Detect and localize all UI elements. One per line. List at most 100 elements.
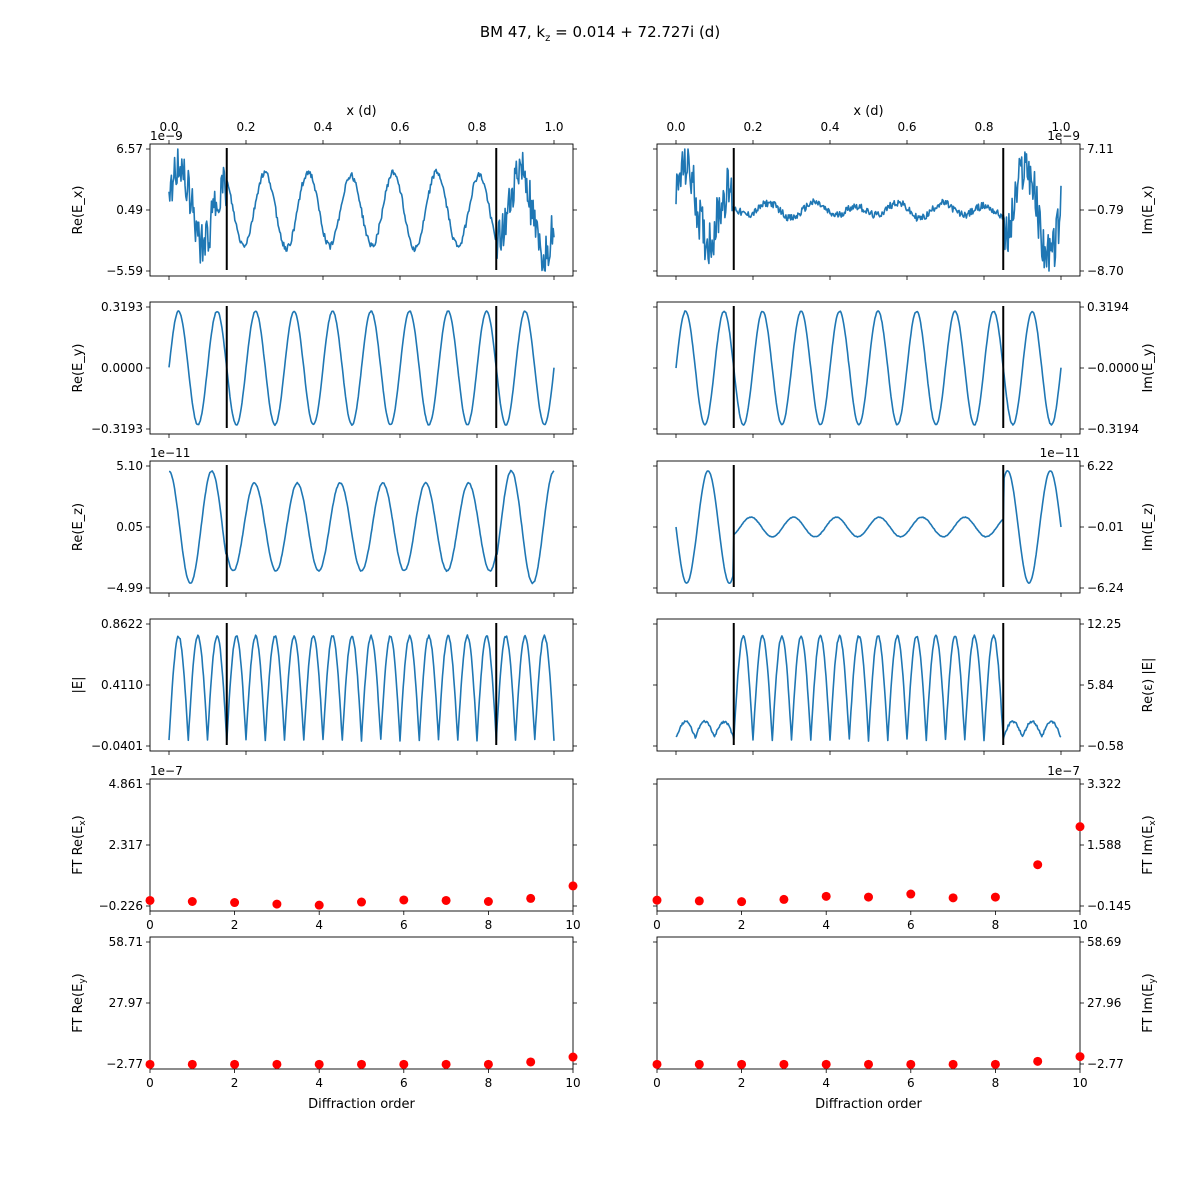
ft_im_ex-point-2 xyxy=(737,897,747,907)
ft_im_ex-ytick-label: 3.322 xyxy=(1087,777,1121,791)
re_ex-ytick-label: −5.59 xyxy=(106,264,143,278)
re_ex-xtick-label: 1.0 xyxy=(544,120,563,134)
ft_re_ey-xtick-label: 6 xyxy=(400,1076,408,1090)
re_eps_abs_e-ylabel-text: Re(ε) |E| xyxy=(1141,658,1156,713)
ft_re_ey-xtick-label: 0 xyxy=(146,1076,154,1090)
ft_re_ey-point-8 xyxy=(483,1059,493,1069)
ft_re_ex-point-10 xyxy=(568,881,578,891)
im_ey-panel: 0.3194 −0.0000 −0.3194 Im(E_y) xyxy=(653,300,1156,438)
ft_re_ey-point-4 xyxy=(314,1059,324,1069)
im_ez-ylabel-text: Im(E_z) xyxy=(1141,503,1156,551)
abs_e-ytick-label: 0.8622 xyxy=(101,617,143,631)
im_ex-xtick-label: 0.8 xyxy=(974,120,993,134)
ft_re_ey-ytick-label: 58.71 xyxy=(109,935,143,949)
ft_re_ey-point-0 xyxy=(145,1059,155,1069)
ft_re_ex-ylabel-sub: x xyxy=(78,820,88,826)
ft_im_ex-xtick-label: 2 xyxy=(738,918,746,932)
re_ex-ytick-label: 0.49 xyxy=(116,203,143,217)
ft_re_ex-ytick-label: 4.861 xyxy=(109,777,143,791)
re_ez-offset: 1e−11 xyxy=(150,446,190,460)
ft_im_ex-point-3 xyxy=(779,894,789,904)
ft_re_ey-point-3 xyxy=(272,1059,282,1069)
im_ey-ytick-label: −0.0000 xyxy=(1087,361,1139,375)
re_eps_abs_e-series-line xyxy=(675,634,1062,742)
re_ex-xtick-label: 0.2 xyxy=(236,120,255,134)
re_eps_abs_e-ylabel: Re(ε) |E| xyxy=(1141,658,1156,713)
ft_im_ex-point-4 xyxy=(821,891,831,901)
abs_e-panel: 0.8622 0.4110 −0.0401 |E| xyxy=(71,617,577,755)
ft_re_ex-point-4 xyxy=(314,900,324,910)
ft_im_ex-xtick-label: 6 xyxy=(907,918,915,932)
im_ez-ylabel: Im(E_z) xyxy=(1141,503,1156,551)
im_ex-series-line xyxy=(675,148,1062,272)
im_ex-panel: 7.11 −0.79 −8.70 Im(E_x) 1e−9 0.0 0.2 0.4 0.6 0.8… xyxy=(653,104,1156,280)
re_ey-panel: 0.3193 0.0000 −0.3193 Re(E_y) xyxy=(71,300,577,438)
im_ex-ytick-label: 7.11 xyxy=(1087,142,1114,156)
abs_e-ylabel-text: |E| xyxy=(71,677,86,694)
ft_im_ey-ytick-label: −2.77 xyxy=(1087,1057,1124,1071)
ft_im_ey-ylabel-text: FT Im(E xyxy=(1141,984,1156,1033)
ft_im_ey-xtick-label: 2 xyxy=(738,1076,746,1090)
ft_re_ex-point-1 xyxy=(187,897,197,907)
ft_im_ex-point-5 xyxy=(864,892,873,902)
ft_im_ey-axes-frame xyxy=(656,936,1081,1070)
re_eps_abs_e-ytick-label: 5.84 xyxy=(1087,678,1114,692)
im_ex-xtick-label: 0.0 xyxy=(666,120,685,134)
re_ey-ytick-label: −0.3193 xyxy=(91,422,143,436)
im_ex-ylabel: Im(E_x) xyxy=(1141,185,1156,234)
ft_im_ey-ytick-label: 58.69 xyxy=(1087,935,1121,949)
ft_im_ex-point-9 xyxy=(1033,860,1043,870)
ft_re_ex-point-5 xyxy=(357,897,366,907)
im_ey-ytick-label: 0.3194 xyxy=(1087,300,1129,314)
ft_re_ex-xtick-label: 8 xyxy=(485,918,493,932)
ft_re_ey-point-7 xyxy=(441,1059,451,1069)
re_ex-xtick-label: 0.6 xyxy=(390,120,409,134)
ft_re_ex-ylabel-text: FT Re(E xyxy=(71,826,86,875)
ft_re_ex-ylabel-close: ) xyxy=(71,815,86,820)
ft_im_ex-axes-frame xyxy=(656,778,1081,912)
figure-title: BM 47, kz = 0.014 + 72.727i (d) xyxy=(480,23,720,44)
im_ex-ylabel-text: Im(E_x) xyxy=(1141,185,1156,234)
ft_re_ey-point-1 xyxy=(187,1059,197,1069)
ft_re_ey-xtick-label: 10 xyxy=(565,1076,580,1090)
ft_im_ey-point-1 xyxy=(694,1059,704,1069)
ft_re_ex-axes-frame xyxy=(149,778,574,912)
ft_im_ex-xtick-label: 10 xyxy=(1072,918,1087,932)
ft_im_ey-point-8 xyxy=(990,1059,1000,1069)
ft_re_ey-panel: 58.71 27.97 −2.77 FT Re(Ey) 0 2 4 6 8 10 Diffracti… xyxy=(71,935,581,1112)
re_ey-ytick-label: 0.0000 xyxy=(101,361,143,375)
im_ey-ytick-label: −0.3194 xyxy=(1087,422,1139,436)
abs_e-ytick-label: 0.4110 xyxy=(101,678,143,692)
re_eps_abs_e-panel: 12.25 5.84 −0.58 Re(ε) |E| xyxy=(653,617,1156,755)
im_ex-top-xlabel: x (d) xyxy=(853,104,883,119)
im_ex-ytick-label: −8.70 xyxy=(1087,264,1124,278)
im_ex-xtick-label: 0.6 xyxy=(897,120,916,134)
im_ez-series-line xyxy=(675,470,1062,584)
ft_im_ey-xtick-label: 6 xyxy=(907,1076,915,1090)
ft_re_ex-ytick-label: 2.317 xyxy=(109,838,143,852)
im_ez-panel: 6.22 −0.01 −6.24 Im(E_z) 1e−11 xyxy=(653,446,1156,597)
re_ez-axes-frame xyxy=(149,460,574,594)
ft_im_ex-xtick-label: 8 xyxy=(992,918,1000,932)
ft_re_ey-ytick-label: 27.97 xyxy=(109,996,143,1010)
abs_e-series-line xyxy=(168,634,555,742)
ft_re_ex-xtick-label: 2 xyxy=(231,918,239,932)
ft_re_ey-point-5 xyxy=(357,1059,366,1069)
im_ey-series-line xyxy=(675,310,1062,426)
re_ex-series-line xyxy=(168,148,555,272)
ft_re_ey-ylabel-sub: y xyxy=(78,978,88,984)
im_ex-offset: 1e−9 xyxy=(1047,129,1080,143)
im_ez-offset: 1e−11 xyxy=(1040,446,1080,460)
ft_im_ey-point-2 xyxy=(737,1059,747,1069)
ft_re_ey-point-9 xyxy=(526,1057,536,1067)
ft_im_ey-point-6 xyxy=(906,1059,916,1069)
ft_im_ex-point-10 xyxy=(1075,822,1085,832)
im_ez-ytick-label: −0.01 xyxy=(1087,520,1124,534)
ft_im_ey-xtick-label: 0 xyxy=(653,1076,661,1090)
ft_im_ex-ylabel-sub: x xyxy=(1148,820,1158,826)
ft_im_ex-ytick-label: 1.588 xyxy=(1087,838,1121,852)
im_ex-ytick-label: −0.79 xyxy=(1087,203,1124,217)
ft_re_ex-point-2 xyxy=(230,898,240,908)
re_eps_abs_e-ytick-label: 12.25 xyxy=(1087,617,1121,631)
